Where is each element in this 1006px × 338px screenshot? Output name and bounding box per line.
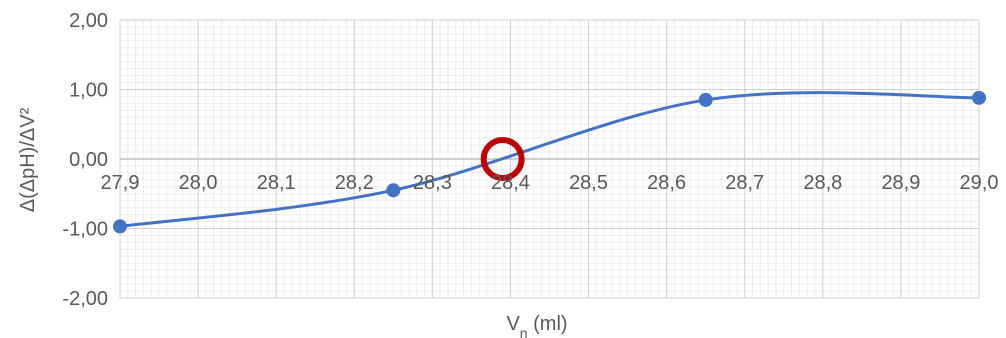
y-tick-label: -2,00 [62, 288, 108, 310]
annotation-layer [480, 137, 525, 181]
x-tick-label: 28,2 [335, 172, 374, 194]
x-tick-label: 28,6 [647, 172, 686, 194]
major-gridlines [119, 19, 980, 299]
y-tick-label: -1,00 [62, 219, 108, 241]
data-point [386, 183, 401, 198]
y-tick-label: 2,00 [69, 10, 108, 32]
x-tick-label: 29,0 [960, 172, 999, 194]
x-tick-label: 28,4 [491, 172, 530, 194]
x-tick-label: 27,9 [101, 172, 140, 194]
x-axis-title-subscript: n [520, 325, 528, 338]
series-line [118, 91, 981, 228]
y-tick-label: 1,00 [69, 80, 108, 102]
zero-crossing-marker [480, 137, 525, 181]
points-layer [113, 90, 986, 234]
x-tick-label: 28,5 [569, 172, 608, 194]
x-tick-label: 28,7 [725, 172, 764, 194]
x-axis-title-unit: (ml) [528, 313, 568, 335]
x-axis-title-main: V [506, 313, 520, 335]
x-tick-labels: 27,9 28,0 28,1 28,2 28,3 28,4 28,5 28,6 28,7 28,8… [101, 172, 999, 194]
x-tick-label: 28,9 [881, 172, 920, 194]
y-tick-label: 0,00 [69, 149, 108, 171]
series-layer [118, 91, 981, 228]
data-point [972, 90, 986, 105]
data-point [113, 219, 127, 234]
y-axis-title: Δ(ΔpH)/ΔV² [17, 107, 39, 212]
data-point [698, 92, 713, 107]
x-tick-label: 28,8 [803, 172, 842, 194]
y-tick-labels: -2,00 -1,00 0,00 1,00 2,00 [62, 10, 108, 310]
x-tick-label: 28,3 [413, 172, 452, 194]
x-axis-title: Vn (ml) [506, 313, 567, 338]
x-tick-label: 28,1 [257, 172, 296, 194]
x-tick-label: 28,0 [179, 172, 218, 194]
